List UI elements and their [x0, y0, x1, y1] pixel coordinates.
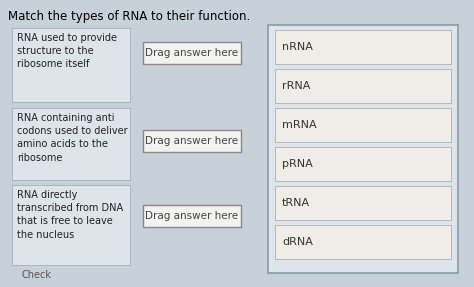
- Text: Drag answer here: Drag answer here: [146, 136, 238, 146]
- FancyBboxPatch shape: [12, 185, 130, 265]
- Text: Match the types of RNA to their function.: Match the types of RNA to their function…: [8, 10, 250, 23]
- FancyBboxPatch shape: [143, 205, 241, 227]
- FancyBboxPatch shape: [275, 108, 451, 142]
- FancyBboxPatch shape: [275, 186, 451, 220]
- Text: RNA containing anti
codons used to deliver
amino acids to the
ribosome: RNA containing anti codons used to deliv…: [17, 113, 128, 163]
- Text: Drag answer here: Drag answer here: [146, 211, 238, 221]
- Text: rRNA: rRNA: [282, 81, 310, 91]
- Text: mRNA: mRNA: [282, 120, 317, 130]
- Text: RNA directly
transcribed from DNA
that is free to leave
the nucleus: RNA directly transcribed from DNA that i…: [17, 190, 123, 240]
- Text: nRNA: nRNA: [282, 42, 313, 52]
- FancyBboxPatch shape: [275, 30, 451, 64]
- FancyBboxPatch shape: [275, 225, 451, 259]
- FancyBboxPatch shape: [12, 108, 130, 180]
- FancyBboxPatch shape: [143, 42, 241, 64]
- FancyBboxPatch shape: [143, 130, 241, 152]
- FancyBboxPatch shape: [275, 69, 451, 103]
- FancyBboxPatch shape: [12, 28, 130, 102]
- Text: tRNA: tRNA: [282, 198, 310, 208]
- FancyBboxPatch shape: [275, 147, 451, 181]
- Text: RNA used to provide
structure to the
ribosome itself: RNA used to provide structure to the rib…: [17, 33, 117, 69]
- Text: Check: Check: [22, 270, 52, 280]
- Text: dRNA: dRNA: [282, 237, 313, 247]
- FancyBboxPatch shape: [268, 25, 458, 273]
- Text: Drag answer here: Drag answer here: [146, 48, 238, 58]
- Text: pRNA: pRNA: [282, 159, 313, 169]
